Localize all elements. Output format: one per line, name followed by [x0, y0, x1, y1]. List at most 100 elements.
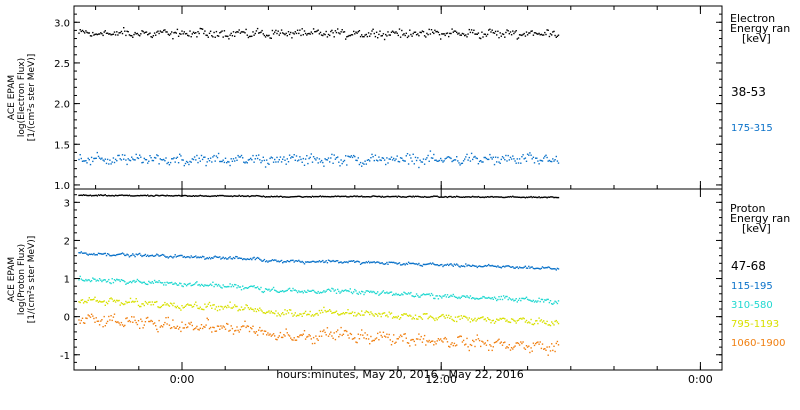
data-point — [303, 196, 306, 198]
data-point — [538, 196, 540, 198]
data-point — [461, 162, 464, 164]
data-point — [256, 286, 259, 288]
data-point — [142, 161, 144, 164]
data-point — [172, 158, 174, 160]
data-point — [457, 160, 459, 162]
data-point — [533, 268, 536, 270]
data-point — [440, 38, 442, 40]
data-point — [133, 254, 135, 256]
data-point — [532, 34, 535, 36]
data-point — [340, 313, 342, 315]
data-point — [508, 33, 510, 35]
data-point — [370, 261, 372, 263]
data-point — [419, 338, 421, 341]
data-point — [414, 314, 417, 316]
data-point — [199, 327, 201, 329]
data-point — [250, 195, 252, 197]
data-point — [179, 153, 181, 155]
data-point — [298, 32, 300, 35]
data-point — [432, 31, 434, 33]
data-point — [171, 256, 173, 258]
data-point — [199, 27, 201, 30]
data-point — [342, 333, 345, 335]
data-point — [499, 342, 501, 344]
data-point — [98, 300, 101, 302]
data-point — [108, 300, 110, 302]
data-point — [427, 293, 429, 296]
data-point — [280, 290, 283, 293]
data-point — [230, 307, 232, 309]
data-point — [224, 305, 227, 308]
data-point — [364, 34, 366, 36]
data-point — [287, 31, 290, 33]
data-point — [367, 338, 370, 340]
data-point — [201, 195, 204, 197]
data-point — [168, 305, 171, 307]
data-point — [401, 314, 403, 316]
data-point — [314, 31, 316, 33]
data-point — [219, 160, 221, 163]
data-point — [359, 314, 362, 316]
data-point — [256, 308, 259, 310]
data-point — [382, 33, 385, 35]
data-point — [184, 33, 187, 35]
data-point — [224, 157, 227, 159]
data-point — [528, 299, 530, 301]
data-point — [399, 36, 402, 38]
data-point — [308, 334, 310, 336]
data-point — [458, 336, 460, 338]
data-point — [489, 319, 491, 321]
data-point — [533, 162, 536, 164]
data-point — [333, 36, 335, 38]
data-point — [537, 322, 539, 325]
data-point — [484, 33, 486, 35]
data-point — [341, 162, 343, 165]
data-point — [153, 301, 156, 303]
data-point — [141, 303, 143, 305]
data-point — [513, 300, 515, 302]
data-point — [494, 297, 497, 300]
data-point — [255, 257, 258, 260]
data-point — [147, 34, 149, 36]
data-point — [489, 196, 491, 198]
data-point — [133, 159, 135, 161]
data-point — [166, 31, 168, 33]
data-point — [118, 299, 120, 302]
data-point — [337, 195, 339, 197]
data-point — [87, 299, 89, 301]
data-point — [78, 194, 80, 197]
data-point — [507, 265, 509, 267]
data-point — [508, 344, 510, 346]
data-point — [105, 254, 108, 257]
data-point — [290, 31, 292, 34]
data-point — [176, 255, 179, 257]
data-point — [221, 287, 223, 289]
data-point — [267, 311, 269, 313]
data-point — [475, 339, 477, 341]
data-point — [258, 329, 260, 331]
data-point — [112, 316, 115, 318]
data-point — [371, 340, 373, 342]
data-point — [271, 259, 274, 261]
data-point — [248, 158, 251, 161]
data-point — [492, 156, 494, 158]
data-point — [252, 285, 254, 288]
data-point — [247, 258, 250, 260]
data-point — [250, 257, 252, 260]
data-point — [112, 254, 115, 256]
data-point — [284, 261, 286, 263]
data-point — [311, 32, 314, 35]
data-point — [149, 32, 151, 34]
data-point — [121, 252, 124, 254]
data-point — [358, 291, 361, 293]
data-point — [349, 156, 351, 158]
data-point — [377, 332, 379, 335]
data-point — [467, 319, 469, 321]
data-point — [500, 341, 502, 343]
data-point — [387, 263, 389, 265]
data-point — [432, 294, 434, 296]
data-point — [119, 194, 121, 196]
data-point — [515, 196, 517, 198]
data-point — [403, 263, 405, 265]
data-point — [381, 35, 383, 37]
